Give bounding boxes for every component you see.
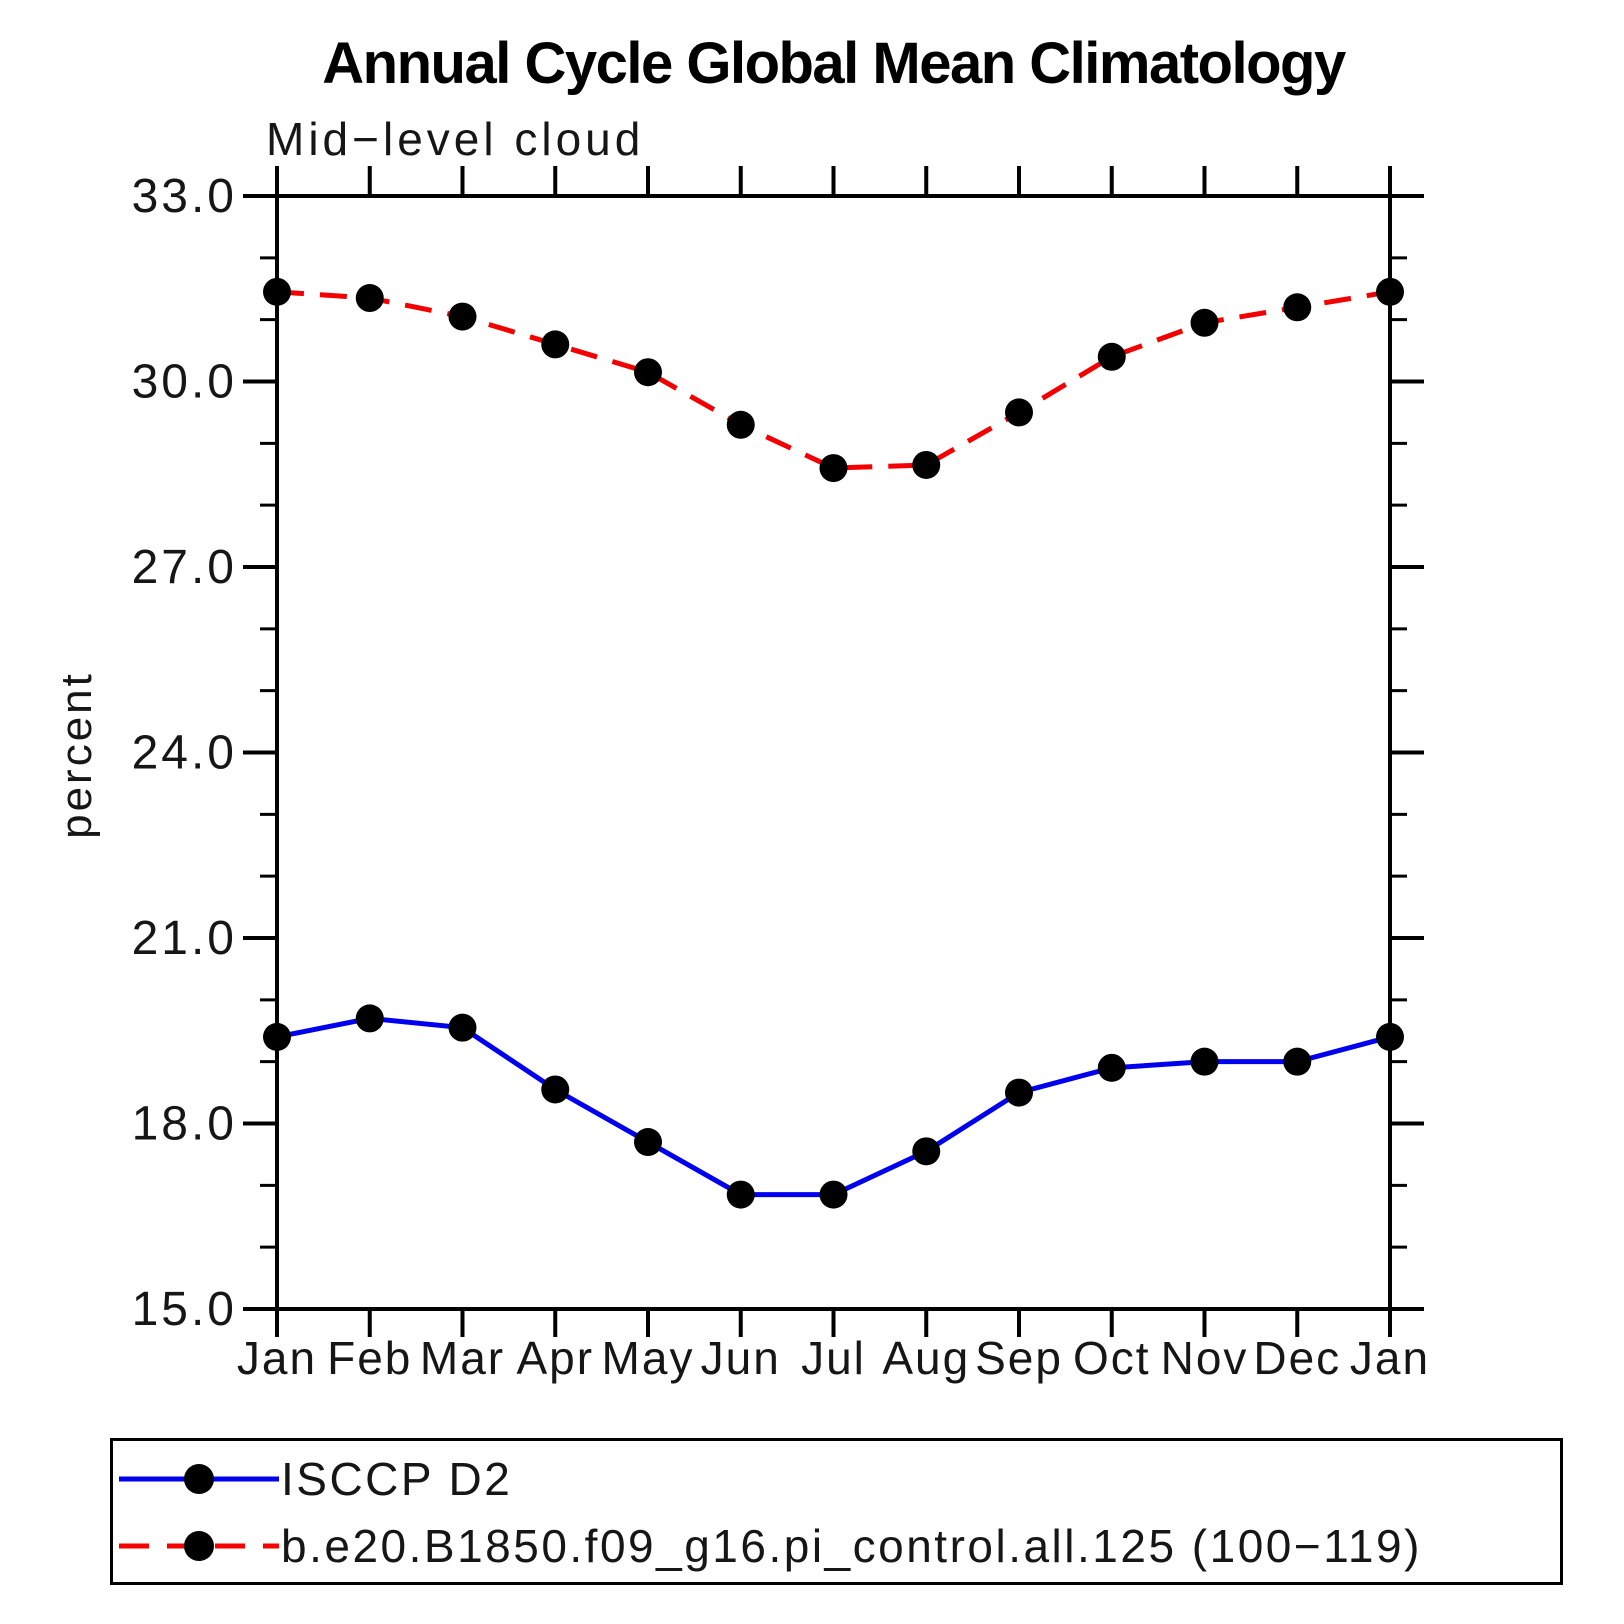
chart-subtitle: Mid−level cloud [266,113,645,165]
data-point-1 [634,358,662,387]
data-point-1 [448,302,477,331]
x-tick-label: Apr [516,1332,594,1384]
y-tick-label: 18.0 [132,1098,237,1151]
y-tick-label: 33.0 [132,170,237,223]
legend-item-model: b.e20.B1850.f09_g16.pi_control.all.125 (… [115,1521,1422,1571]
data-point-0 [726,1180,755,1209]
data-point-0 [541,1075,570,1104]
data-point-1 [1283,293,1312,322]
legend-label-isccp: ISCCP D2 [281,1453,513,1505]
data-point-0 [1283,1047,1312,1076]
x-tick-label: Jan [1350,1332,1430,1384]
x-tick-label: Dec [1253,1332,1341,1384]
data-point-1 [1005,398,1033,427]
y-tick-label: 24.0 [132,727,237,780]
legend-marker-1 [184,1531,214,1561]
data-point-1 [1097,342,1126,371]
x-tick-label: Nov [1161,1332,1249,1384]
series-line-0 [276,1015,1391,1198]
data-point-0 [1376,1022,1404,1051]
data-point-0 [448,1013,477,1042]
data-point-0 [912,1137,941,1166]
legend-box: ISCCP D2 b.e20.B1850.f09_g16.pi_control.… [110,1438,1563,1585]
y-tick-label: 21.0 [132,912,237,965]
x-tick-label: May [602,1332,695,1384]
x-tick-label: Jan [237,1332,317,1384]
data-point-0 [263,1022,291,1051]
legend-label-model: b.e20.B1850.f09_g16.pi_control.all.125 (… [281,1520,1422,1572]
data-point-0 [355,1004,384,1033]
data-point-1 [1190,308,1219,337]
data-point-1 [726,410,755,439]
x-tick-label: Jun [701,1332,781,1384]
legend-marker-0 [184,1464,214,1494]
data-point-0 [634,1128,662,1157]
data-point-1 [541,330,570,359]
x-tick-label: Oct [1073,1332,1151,1384]
data-point-1 [912,450,941,479]
legend-item-isccp: ISCCP D2 [115,1454,512,1504]
y-tick-label: 27.0 [132,541,237,594]
x-tick-label: Feb [327,1332,412,1384]
x-tick-label: Aug [882,1332,970,1384]
data-point-1 [355,284,384,313]
data-point-0 [1005,1078,1033,1107]
y-tick-label: 30.0 [132,356,237,409]
legend-line-sample-model [119,1531,279,1561]
data-point-1 [1376,277,1404,306]
data-point-0 [1097,1053,1126,1082]
y-tick-label: 15.0 [132,1283,237,1336]
x-tick-label: Mar [420,1332,505,1384]
data-point-0 [1190,1047,1219,1076]
data-point-1 [819,454,848,483]
data-point-1 [263,277,291,306]
legend-line-sample-isccp [119,1464,279,1494]
x-tick-label: Jul [801,1332,866,1384]
x-tick-label: Sep [975,1332,1063,1384]
chart-title: Annual Cycle Global Mean Climatology [322,31,1346,96]
data-point-0 [819,1180,848,1209]
series-line-1 [276,289,1391,471]
